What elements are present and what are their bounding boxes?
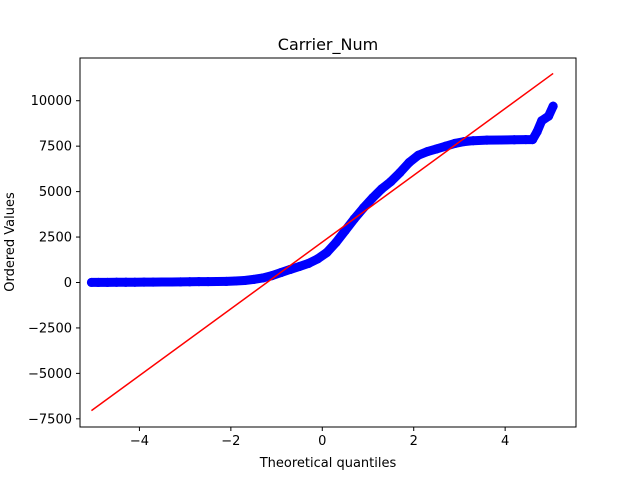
- x-axis-label: Theoretical quantiles: [259, 456, 397, 471]
- y-tick-label: 7500: [39, 140, 72, 155]
- y-tick-label: 0: [64, 276, 72, 291]
- y-tick-label: 5000: [39, 185, 72, 200]
- x-tick-label: −4: [130, 434, 149, 449]
- y-tick-label: 10000: [31, 94, 72, 109]
- chart-title: Carrier_Num: [278, 35, 378, 55]
- data-point: [549, 102, 558, 111]
- x-tick-label: −2: [221, 434, 240, 449]
- y-tick-label: −2500: [28, 321, 72, 336]
- x-tick-label: 4: [501, 434, 509, 449]
- y-tick-label: −7500: [28, 412, 72, 427]
- y-tick-label: −5000: [28, 367, 72, 382]
- x-tick-label: 0: [318, 434, 326, 449]
- y-tick-label: 2500: [39, 231, 72, 246]
- x-tick-label: 2: [410, 434, 418, 449]
- y-axis-label: Ordered Values: [3, 192, 18, 292]
